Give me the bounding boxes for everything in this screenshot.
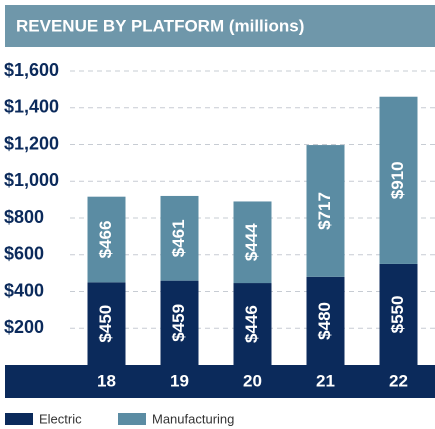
data-label: $910: [388, 161, 407, 199]
y-tick-label: $200: [4, 317, 44, 337]
y-tick-label: $1,200: [4, 133, 59, 153]
chart-title: REVENUE BY PLATFORM (millions): [16, 16, 304, 35]
data-label: $461: [169, 219, 188, 257]
y-tick-label: $800: [4, 207, 44, 227]
y-tick-label: $600: [4, 244, 44, 264]
bar-segment: [379, 263, 418, 365]
data-label: $450: [96, 305, 115, 343]
x-axis-band: [5, 365, 435, 398]
bar-segment: [160, 195, 199, 281]
title-band: [5, 5, 435, 47]
y-tick-label: $1,600: [4, 60, 59, 80]
bar-segment: [233, 201, 272, 284]
bar-segment: [306, 276, 345, 365]
data-label: $466: [96, 221, 115, 259]
data-label: $480: [315, 302, 334, 340]
legend-label: Manufacturing: [152, 411, 234, 426]
x-tick-label: 19: [170, 371, 189, 390]
data-label: $550: [388, 296, 407, 334]
x-tick-label: 21: [316, 371, 335, 390]
bar-segment: [306, 145, 345, 277]
data-label: $459: [169, 304, 188, 342]
legend-swatch: [118, 413, 146, 425]
bar-segment: [87, 196, 126, 283]
x-tick-label: 20: [243, 371, 262, 390]
x-tick-label: 18: [97, 371, 116, 390]
legend-swatch: [5, 413, 33, 425]
bar-segment: [87, 282, 126, 365]
x-tick-label: 22: [389, 371, 408, 390]
y-tick-label: $400: [4, 280, 44, 300]
data-label: $444: [242, 223, 261, 261]
bar-segment: [160, 280, 199, 365]
bar-segment: [379, 96, 418, 264]
y-tick-label: $1,000: [4, 170, 59, 190]
bar-segment: [233, 283, 272, 365]
data-label: $717: [315, 192, 334, 230]
legend-label: Electric: [39, 411, 82, 426]
y-tick-label: $1,400: [4, 97, 59, 117]
data-label: $446: [242, 305, 261, 343]
